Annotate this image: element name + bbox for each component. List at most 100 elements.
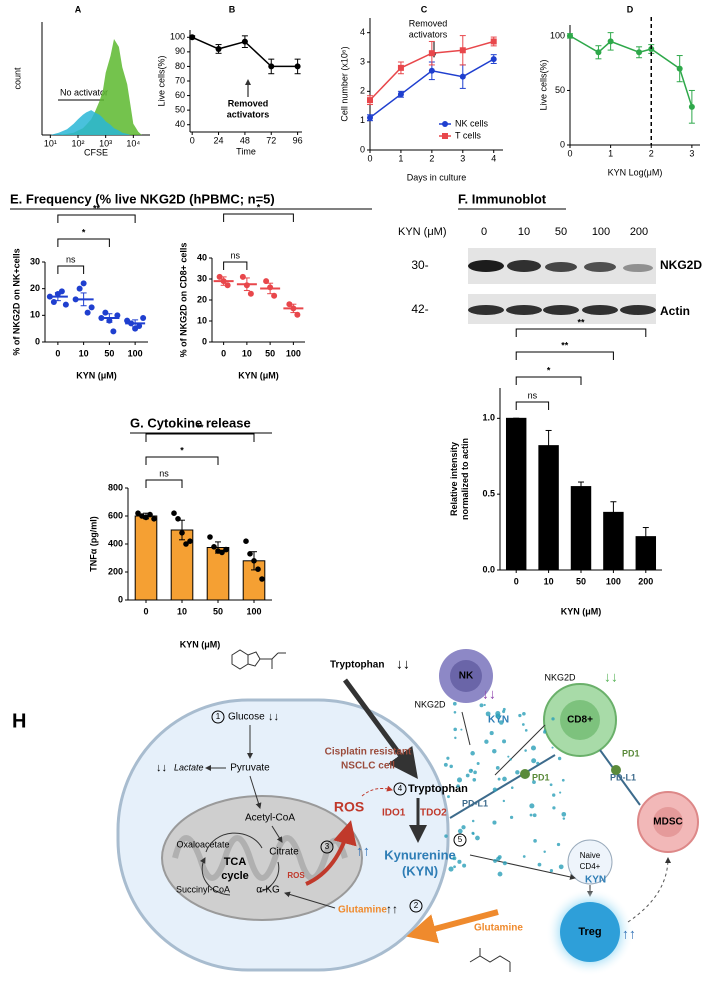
step (393, 782, 407, 796)
y-tick-label: 100 (550, 30, 565, 40)
arrow (305, 820, 357, 886)
kyn-particle (446, 756, 450, 760)
marker (189, 34, 196, 41)
point (286, 301, 293, 308)
arrow (284, 891, 336, 909)
point (183, 541, 189, 547)
y-tick-label: 40 (175, 119, 185, 129)
point (216, 273, 223, 280)
kyn-particle (492, 820, 497, 825)
kyn-particle (531, 758, 537, 764)
significance-label: ns (66, 254, 76, 264)
label: KYN (585, 875, 606, 886)
kyn-particle (551, 717, 555, 721)
band (620, 305, 656, 315)
significance-bracket (515, 351, 614, 360)
significance-bracket (57, 265, 85, 274)
marker (428, 67, 435, 74)
x-tick-label: 10 (79, 348, 89, 358)
significance-label: ns (528, 390, 538, 400)
kyn-particle (561, 778, 565, 782)
nucleus (560, 700, 600, 740)
point (224, 282, 231, 289)
step-number: 1 (216, 712, 221, 721)
kyn-particle (454, 736, 457, 740)
kyn-particle (502, 861, 507, 866)
change: ↓↓ (268, 711, 279, 723)
step (320, 840, 334, 854)
y-tick-label: 1 (360, 115, 365, 125)
label: (KYN) (402, 863, 438, 878)
x-tick-label: 3 (460, 153, 465, 163)
x-tick-label: 100 (286, 348, 301, 358)
panel-label: B (229, 4, 236, 14)
step (453, 833, 467, 847)
point (135, 510, 141, 516)
kyn-particle (532, 813, 537, 818)
kyn-particle (502, 799, 506, 803)
label: PD-L1 (610, 772, 636, 782)
band (545, 262, 577, 272)
arrow (469, 854, 576, 880)
significance-label: * (180, 445, 184, 455)
kyn-particle (502, 739, 507, 744)
significance-label: * (547, 365, 551, 375)
significance-label: ns (230, 250, 240, 260)
label: PD1 (622, 748, 640, 758)
point (136, 323, 143, 329)
point (175, 516, 181, 522)
kyn-particle (456, 777, 463, 783)
kyn-particle (558, 864, 564, 870)
kyn-particle (537, 862, 542, 867)
kyn-particle (493, 859, 497, 863)
y-axis-label: % of NKG2D on CD8+ cells (178, 243, 188, 358)
step-number: 4 (398, 784, 403, 793)
kyn-particle (495, 766, 500, 770)
change: ↓↓ (156, 762, 167, 774)
significance-bracket (57, 238, 110, 247)
marker (397, 64, 404, 71)
lane-label: 10 (518, 226, 530, 238)
section-heading: E. Frequency (% live NKG2D (hPBMC; n=5) (10, 191, 275, 206)
y-tick-label: 400 (108, 538, 123, 548)
y-tick-label: 0 (202, 336, 207, 346)
diagram: H Tryptophan ↓↓ NK NKG2D ↓↓ KYN CD8+ NKG… (12, 649, 699, 976)
x-tick-label: 100 (606, 576, 621, 586)
label: Cisplatin resistant (325, 747, 412, 758)
y-tick-label: 30 (197, 273, 207, 283)
x-tick-label: 10¹ (44, 138, 57, 148)
kyn-particle (444, 834, 448, 838)
bar (538, 445, 559, 571)
point (114, 312, 121, 319)
kyn-particle (495, 711, 501, 717)
y-axis-label: Live cells(%) (538, 59, 548, 110)
lane-label: 100 (592, 226, 610, 238)
arrow (406, 909, 499, 944)
section-heading: G. Cytokine release (130, 415, 251, 430)
x-tick-label: 10 (544, 576, 554, 586)
kyn-particle (522, 855, 526, 858)
x-tick-label: 1 (398, 153, 403, 163)
arrow (627, 857, 671, 923)
kyn-particle (452, 856, 457, 861)
arrow (249, 775, 262, 809)
kyn-particle (453, 865, 456, 869)
point (62, 301, 69, 308)
point (207, 534, 213, 540)
label: Glucose (228, 712, 265, 723)
y-tick-label: 20 (30, 283, 40, 293)
x-tick-label: 96 (293, 135, 303, 145)
label: PD1 (532, 772, 550, 782)
kyn-particle (448, 866, 454, 872)
kyn-particle (522, 711, 526, 716)
section-heading: F. Immunoblot (458, 191, 547, 206)
y-tick-label: 2 (360, 86, 365, 96)
label: NSCLC cell (341, 761, 395, 772)
receptor (611, 765, 621, 775)
x-tick-label: 0 (514, 576, 519, 586)
kyn-particle (530, 745, 536, 751)
step-number: 5 (458, 835, 463, 844)
kyn-particle (509, 758, 512, 761)
